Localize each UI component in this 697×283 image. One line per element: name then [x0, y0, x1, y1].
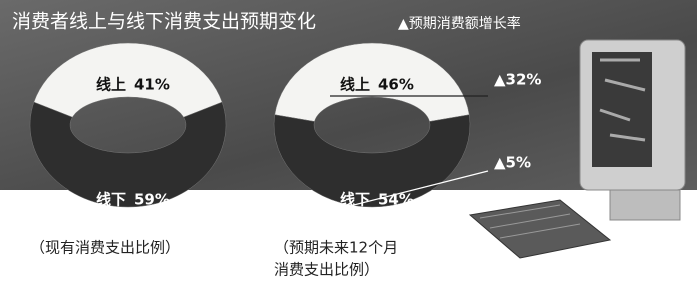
growth-label: ▲32%: [494, 71, 541, 89]
slice-category: 线下: [96, 191, 126, 209]
growth-label: ▲5%: [494, 154, 531, 172]
slice-value-label: 59%: [134, 191, 170, 209]
slice-value-label: 54%: [378, 191, 414, 209]
slice-value-label: 46%: [378, 76, 414, 94]
slice-category: 线上: [96, 76, 126, 94]
caption: 消费支出比例）: [274, 261, 379, 279]
caption: （预期未来12个月: [274, 239, 398, 257]
title: 消费者线上与线下消费支出预期变化: [12, 11, 316, 33]
legend-note: ▲预期消费额增长率: [398, 15, 521, 32]
slice-category: 线下: [340, 191, 370, 209]
slice-category: 线上: [340, 76, 370, 94]
infographic: 消费者线上与线下消费支出预期变化 ▲预期消费额增长率 线上 41% 线下 59% （现有…: [0, 0, 697, 283]
slice-value-label: 41%: [134, 76, 170, 94]
caption: （现有消费支出比例）: [30, 239, 180, 257]
